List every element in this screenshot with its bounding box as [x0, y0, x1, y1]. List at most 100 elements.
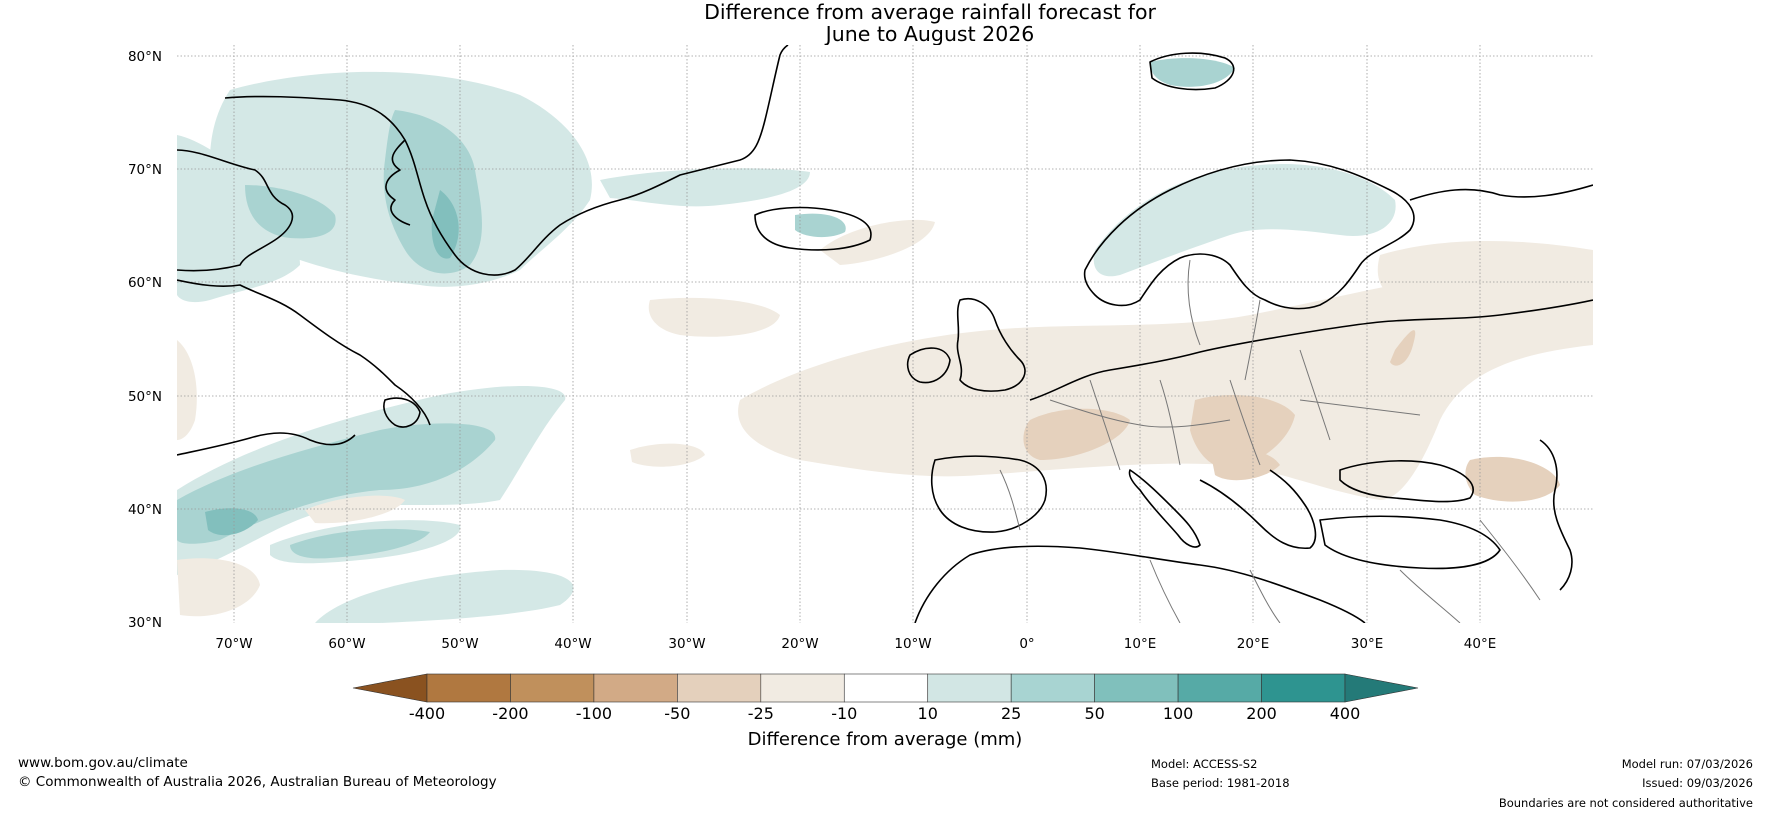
coast-greenland	[224, 45, 789, 276]
wet-region-south-atlantic	[315, 569, 574, 623]
map-title-line1: Difference from average rainfall forecas…	[704, 0, 1156, 24]
lat-label: 40°N	[128, 502, 162, 518]
wet-region-iceland	[600, 168, 810, 207]
wet-region-greenland-core2	[431, 190, 459, 259]
coast-italy	[1128, 469, 1201, 548]
wet-region-svalbard	[1150, 58, 1235, 87]
dry-region-sw-outer	[177, 558, 260, 617]
coast-balkans	[1199, 469, 1317, 550]
colorbar-tick-label: -50	[664, 704, 690, 723]
colorbar-segment	[1094, 673, 1179, 703]
colorbar-tick-label: 10	[918, 704, 938, 723]
colorbar-tick-label: -100	[576, 704, 612, 723]
dry-region-atlantic-strip	[305, 495, 405, 524]
colorbar-segment	[1177, 673, 1262, 703]
wet-region-atlantic-core	[177, 423, 496, 544]
colorbar-segment	[677, 673, 762, 703]
coast-black-sea	[1339, 460, 1474, 503]
lon-label: 30°E	[1351, 636, 1383, 652]
coast-britain	[956, 298, 1026, 392]
dry-region-north-atlantic	[648, 297, 780, 337]
colorbar-tick-label: 200	[1246, 704, 1277, 723]
coast-svalbard	[1149, 52, 1235, 91]
coast-russia-north	[1409, 184, 1593, 201]
colorbar-segment	[593, 673, 678, 703]
dry-region-caucasus	[1465, 456, 1560, 502]
colorbar-tick-label: -400	[409, 704, 445, 723]
wet-region-iceland-core	[795, 213, 846, 238]
dry-region-iceland-south	[820, 219, 935, 265]
lon-label: 50°W	[441, 636, 478, 652]
coast-iberia	[930, 455, 1047, 533]
colorbar-segment	[1261, 673, 1346, 703]
colorbar-extend-high	[1344, 673, 1419, 703]
colorbar-segment	[760, 673, 845, 703]
dry-region-labrador	[177, 340, 197, 440]
lat-label: 70°N	[128, 162, 162, 178]
coast-turkey	[1319, 515, 1501, 570]
lon-label: 60°W	[328, 636, 365, 652]
lon-label: 20°W	[781, 636, 818, 652]
coast-greenland-west	[385, 139, 411, 226]
colorbar-segment	[843, 673, 929, 703]
base-period: Base period: 1981-2018	[1151, 776, 1290, 790]
issued-date: Issued: 09/03/2026	[1642, 776, 1753, 790]
lon-label: 40°W	[554, 636, 591, 652]
colorbar-segment	[927, 673, 1012, 703]
coast-ireland	[906, 347, 951, 384]
lon-label: 70°W	[215, 636, 252, 652]
lon-label: 10°W	[894, 636, 931, 652]
colorbar-tick-label: 25	[1001, 704, 1021, 723]
lat-label: 80°N	[128, 49, 162, 65]
gridlines	[177, 45, 1593, 623]
wet-region-mid-atlantic-core	[290, 528, 430, 559]
colorbar: -400 -200 -100 -50 -25 -10 10 25 50 100 200 400 Dif…	[352, 673, 1419, 750]
wet-region-baffin	[177, 135, 300, 303]
colorbar-tick-label: -25	[748, 704, 774, 723]
anomaly-shading	[177, 58, 1593, 623]
dry-region-alps	[1210, 448, 1280, 481]
wet-region-atlantic-core2	[205, 508, 258, 536]
lat-label: 50°N	[128, 389, 162, 405]
country-borders	[999, 259, 1541, 623]
copyright-notice: © Commonwealth of Australia 2026, Austra…	[18, 774, 497, 790]
lon-label: 30°W	[668, 636, 705, 652]
colorbar-label: Difference from average (mm)	[748, 729, 1023, 750]
colorbar-tick-label: 100	[1163, 704, 1194, 723]
colorbar-extend-low	[352, 673, 428, 703]
dry-region-scandinavia-east	[1377, 240, 1593, 301]
dry-region-russia	[1390, 330, 1416, 366]
coast-scandinavia	[1083, 159, 1415, 310]
lon-label: 10°E	[1124, 636, 1156, 652]
lon-label: 0°	[1019, 636, 1034, 652]
coast-labrador	[177, 279, 431, 426]
lat-label: 60°N	[128, 275, 162, 291]
coast-baffin	[177, 149, 294, 272]
dry-region-europe	[738, 250, 1593, 500]
colorbar-segment	[510, 673, 595, 703]
colorbar-tick-label: 400	[1330, 704, 1361, 723]
coast-europe	[1029, 299, 1593, 401]
wet-region-scandinavia	[1093, 164, 1396, 277]
coast-newfoundland	[383, 397, 421, 428]
lat-label: 30°N	[128, 615, 162, 631]
colorbar-tick-label: -10	[831, 704, 857, 723]
lon-label: 40°E	[1464, 636, 1496, 652]
coast-iceland	[754, 206, 872, 251]
colorbar-segment	[1010, 673, 1095, 703]
dry-region-atlantic-west	[630, 443, 705, 467]
colorbar-tick-label: -200	[492, 704, 528, 723]
colorbar-tick-label: 50	[1084, 704, 1104, 723]
longitude-labels: 70°W 60°W 50°W 40°W 30°W 20°W 10°W 0° 10…	[215, 636, 1496, 652]
website-url[interactable]: www.bom.gov.au/climate	[18, 755, 188, 771]
coast-north-africa	[914, 545, 1366, 623]
boundaries-disclaimer: Boundaries are not considered authoritat…	[1498, 796, 1753, 810]
lon-label: 20°E	[1237, 636, 1269, 652]
coast-caspian	[1539, 439, 1573, 591]
model-name: Model: ACCESS-S2	[1151, 757, 1258, 771]
wet-region-baffin-core	[245, 185, 336, 239]
coast-nova-scotia	[177, 432, 356, 456]
map-title-line2: June to August 2026	[825, 22, 1035, 46]
model-run-date: Model run: 07/03/2026	[1621, 757, 1753, 771]
